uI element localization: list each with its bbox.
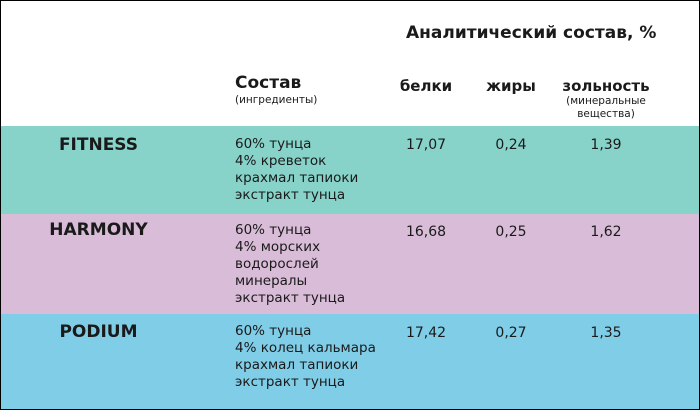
ingredient-item: крахмал тапиоки [235,170,359,186]
ash-value: 1,39 [590,137,622,153]
product-name: FITNESS [58,135,139,155]
ingredient-item: крахмал тапиоки [235,357,359,373]
ash-value: 1,62 [590,224,622,240]
composition-header: Состав [235,73,302,93]
ingredients-list: 60% тунца 4% креветок крахмал тапиоки эк… [235,136,358,204]
ash-value: 1,35 [590,325,622,341]
ash-subheader-line-2: вещества) [577,108,635,120]
analytical-composition-title: Аналитический состав, % [406,23,657,43]
ingredient-item: минералы [235,273,308,289]
ingredient-item: экстракт тунца [235,187,346,203]
product-name: PODIUM [59,322,138,342]
composition-subheader: (ингредиенты) [235,94,318,106]
fat-header: жиры [486,77,536,95]
ingredient-item: водорослей [235,256,319,272]
ash-header: зольность [562,77,650,95]
protein-value: 16,68 [405,224,447,240]
protein-value: 17,42 [405,325,447,341]
ingredient-item: экстракт тунца [235,290,346,306]
fat-value: 0,25 [495,224,527,240]
product-name: HARMONY [49,220,148,240]
fat-value: 0,24 [495,137,527,153]
table-row-fitness: FITNESS 60% тунца 4% креветок крахмал та… [1,126,699,214]
ingredient-item: экстракт тунца [235,374,346,390]
ingredients-list: 60% тунца 4% морских водорослей минералы… [235,222,345,307]
ingredient-item: 60% тунца [235,136,312,152]
ingredient-item: 4% морских [235,239,321,255]
ash-subheader-line-1: (минеральные [566,95,646,107]
ingredient-item: 4% колец кальмара [235,340,376,356]
fat-value: 0,27 [495,325,527,341]
ingredient-item: 60% тунца [235,323,312,339]
table-row-harmony: HARMONY 60% тунца 4% морских водорослей … [1,214,699,314]
ingredient-item: 4% креветок [235,153,327,169]
table-row-podium: PODIUM 60% тунца 4% колец кальмара крахм… [1,314,699,409]
protein-value: 17,07 [405,137,447,153]
protein-header: белки [399,77,453,95]
ingredient-item: 60% тунца [235,222,312,238]
ingredients-list: 60% тунца 4% колец кальмара крахмал тапи… [235,323,376,391]
